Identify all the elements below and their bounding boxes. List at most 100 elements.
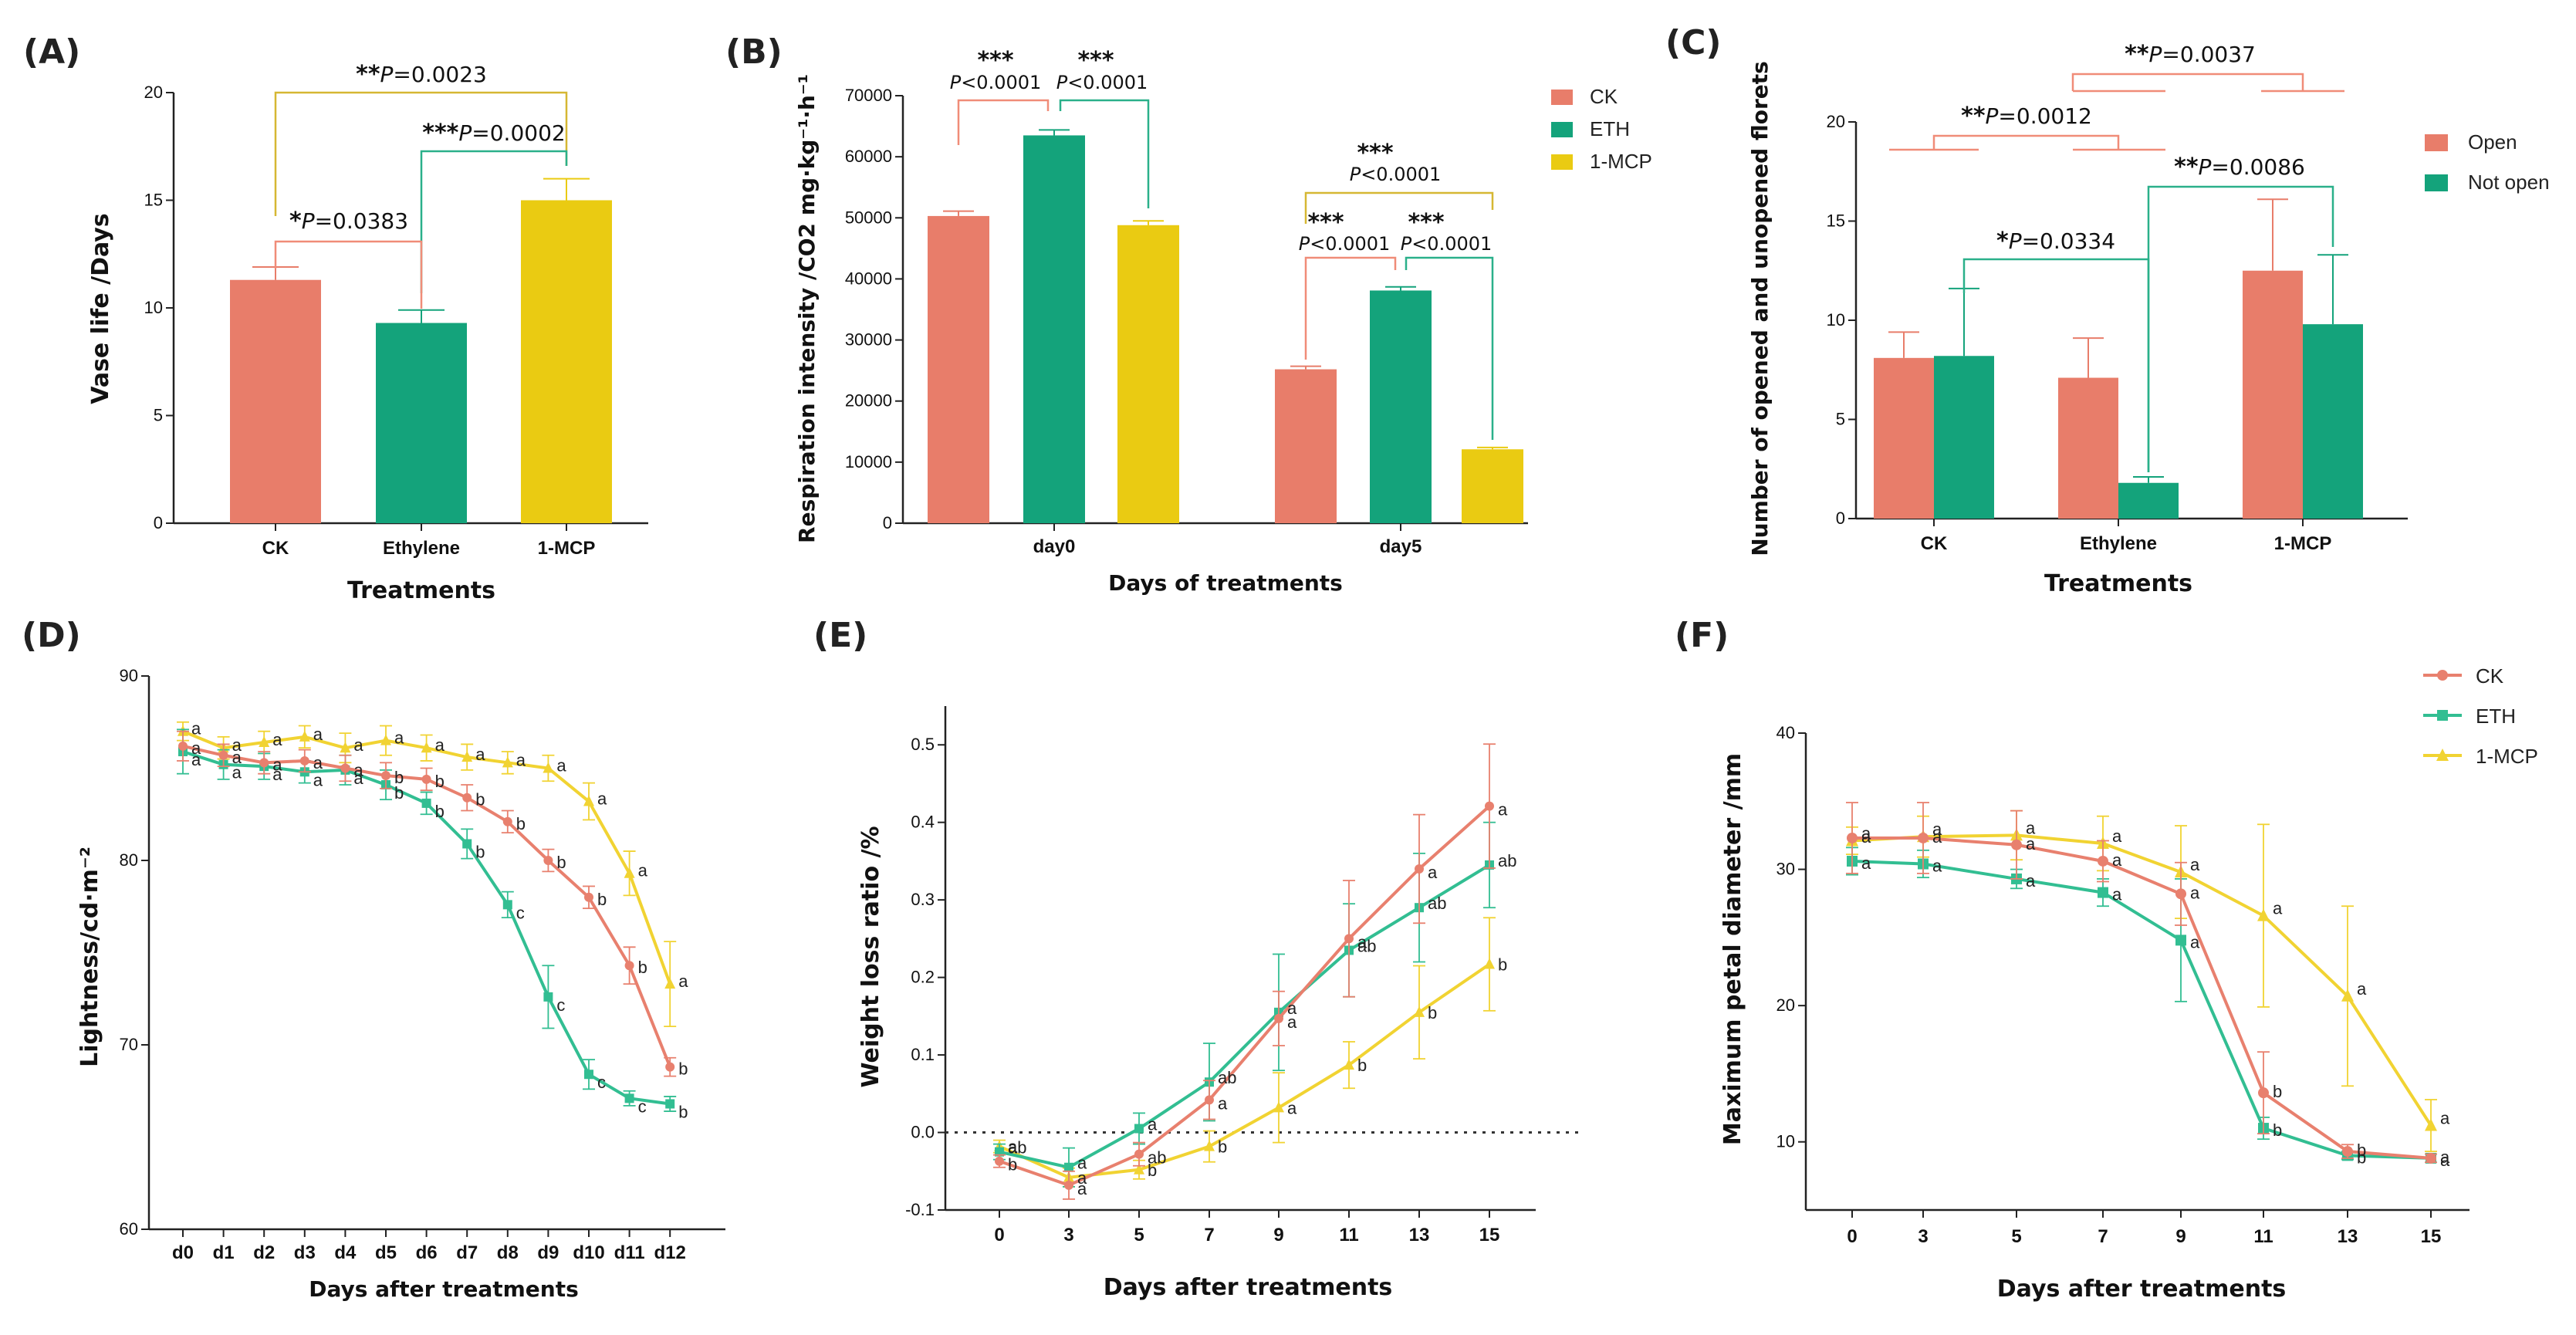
d-letter: a xyxy=(272,765,282,784)
e-y-tick-label: -0.1 xyxy=(905,1200,935,1219)
f-letter: a xyxy=(1932,820,1942,839)
d-point-CK xyxy=(299,755,309,766)
f-y-tick-label: 30 xyxy=(1776,860,1795,879)
c-y-tick-label: 10 xyxy=(1827,310,1845,330)
d-x-tick-label: d0 xyxy=(172,1242,194,1263)
b-bracket-d0-eth-mcp xyxy=(1059,99,1150,208)
e-y-tick-label: 0.5 xyxy=(911,735,935,754)
b-bar-day5-1-MCP xyxy=(1462,449,1523,523)
f-x-tick-label: 11 xyxy=(2253,1226,2273,1247)
f-y-tick-label: 20 xyxy=(1776,995,1795,1015)
e-letter: b xyxy=(1218,1137,1227,1157)
a-bracket-ck-eth xyxy=(274,240,423,309)
e-point-CK xyxy=(1274,1013,1283,1023)
e-x-tick-label: 9 xyxy=(1273,1225,1283,1245)
e-point-1-MCP xyxy=(1344,1059,1354,1070)
e-letter: a xyxy=(1077,1179,1087,1198)
e-letter: b xyxy=(1357,1056,1367,1075)
d-letter: b xyxy=(678,1102,688,1121)
d-letter: a xyxy=(232,763,242,782)
d-point-1-MCP xyxy=(624,867,635,878)
f-letter: a xyxy=(1861,853,1871,873)
e-x-tick-label: 5 xyxy=(1134,1225,1144,1245)
d-x-label: Days after treatments xyxy=(309,1276,579,1302)
d-y-tick-label: 90 xyxy=(120,666,138,685)
b-legend-swatch xyxy=(1551,154,1573,170)
d-point-1-MCP xyxy=(299,730,310,742)
e-letter: ab xyxy=(1357,936,1376,955)
c-sig-ck-eth: *P=0.0334 xyxy=(1996,228,2115,255)
a-bar-1-MCP xyxy=(521,200,612,523)
e-point-CK xyxy=(995,1156,1004,1166)
f-point-1-MCP xyxy=(2341,989,2354,1002)
b-sig-p: P<0.0001 xyxy=(1299,233,1391,255)
b-legend-swatch xyxy=(1551,122,1573,137)
e-line-ETH xyxy=(999,864,1491,1169)
f-x-tick-label: 15 xyxy=(2421,1226,2442,1247)
f-letter: a xyxy=(1861,823,1871,843)
d-letter: a xyxy=(638,861,648,880)
e-y-tick-label: 0.0 xyxy=(911,1123,935,1142)
e-point-1-MCP xyxy=(1484,958,1495,969)
d-point-CK xyxy=(218,750,228,760)
f-y-tick-label: 40 xyxy=(1776,723,1795,742)
d-point-1-MCP xyxy=(664,978,676,989)
d-x-tick-label: d9 xyxy=(537,1242,559,1263)
d-y-label: Lightness/cd·m⁻² xyxy=(76,847,103,1067)
c-sig-top: **P=0.0037 xyxy=(2125,41,2256,68)
d-x-tick-label: d4 xyxy=(334,1242,357,1263)
e-letter: a xyxy=(1148,1115,1158,1134)
e-point-CK xyxy=(1344,934,1354,944)
d-point-CK xyxy=(584,892,593,902)
d-letter: a xyxy=(597,789,607,809)
c-y-tick-label: 20 xyxy=(1827,112,1845,131)
b-y-tick-label: 50000 xyxy=(845,208,892,227)
c-bracket-top xyxy=(2071,73,2304,91)
e-point-1-MCP xyxy=(1204,1140,1215,1151)
e-letter: a xyxy=(1357,932,1367,951)
b-y-tick-label: 20000 xyxy=(845,391,892,411)
f-x-tick-label: 3 xyxy=(1918,1226,1928,1247)
d-letter: c xyxy=(597,1073,606,1092)
c-legend-label: Open xyxy=(2468,130,2517,154)
c-x-tick-label: CK xyxy=(1921,533,1948,554)
d-point-1-MCP xyxy=(340,742,351,753)
b-bar-day0-ETH xyxy=(1023,135,1085,523)
b-sig-p: P<0.0001 xyxy=(1350,164,1442,185)
b-x-label: Days of treatments xyxy=(1108,570,1343,596)
e-y-tick-label: 0.3 xyxy=(911,890,935,909)
d-letter: b xyxy=(394,768,404,787)
e-letter: ab xyxy=(1428,894,1446,913)
e-letter: a xyxy=(1077,1154,1087,1173)
e-line-1-MCP xyxy=(999,962,1491,1179)
d-point-ETH xyxy=(462,839,472,849)
d-letter: a xyxy=(678,972,688,991)
f-letter: a xyxy=(2026,818,2036,837)
d-letter: a xyxy=(435,735,445,755)
a-sig-ck-eth: *P=0.0383 xyxy=(289,208,408,235)
e-point-1-MCP xyxy=(1273,1101,1284,1113)
f-x-tick-label: 9 xyxy=(2175,1226,2186,1247)
e-point-1-MCP xyxy=(1414,1005,1425,1017)
c-bar-Ethylene-Open xyxy=(2058,377,2118,519)
f-legend-marker xyxy=(2437,670,2448,681)
d-letter: b xyxy=(556,853,566,872)
e-y-tick-label: 0.4 xyxy=(911,813,935,832)
c-sig-second: **P=0.0012 xyxy=(1961,103,2092,130)
f-letter: a xyxy=(2190,883,2200,902)
d-letter: c xyxy=(638,1097,647,1116)
e-letter: ab xyxy=(1008,1138,1026,1158)
a-bracket-ck-mcp xyxy=(274,91,568,216)
f-letter: b xyxy=(2357,1147,2366,1167)
a-bar-CK xyxy=(230,279,321,523)
d-y-tick-label: 80 xyxy=(120,850,138,870)
d-x-tick-label: d5 xyxy=(375,1242,397,1263)
d-letter: a xyxy=(556,756,566,776)
b-y-tick-label: 70000 xyxy=(845,86,892,105)
c-legend-swatch xyxy=(2425,174,2448,191)
c-bar-1-MCP-Not open xyxy=(2303,324,2363,519)
f-legend-marker xyxy=(2437,710,2448,721)
d-point-CK xyxy=(381,771,390,781)
b-y-tick-label: 30000 xyxy=(845,330,892,350)
